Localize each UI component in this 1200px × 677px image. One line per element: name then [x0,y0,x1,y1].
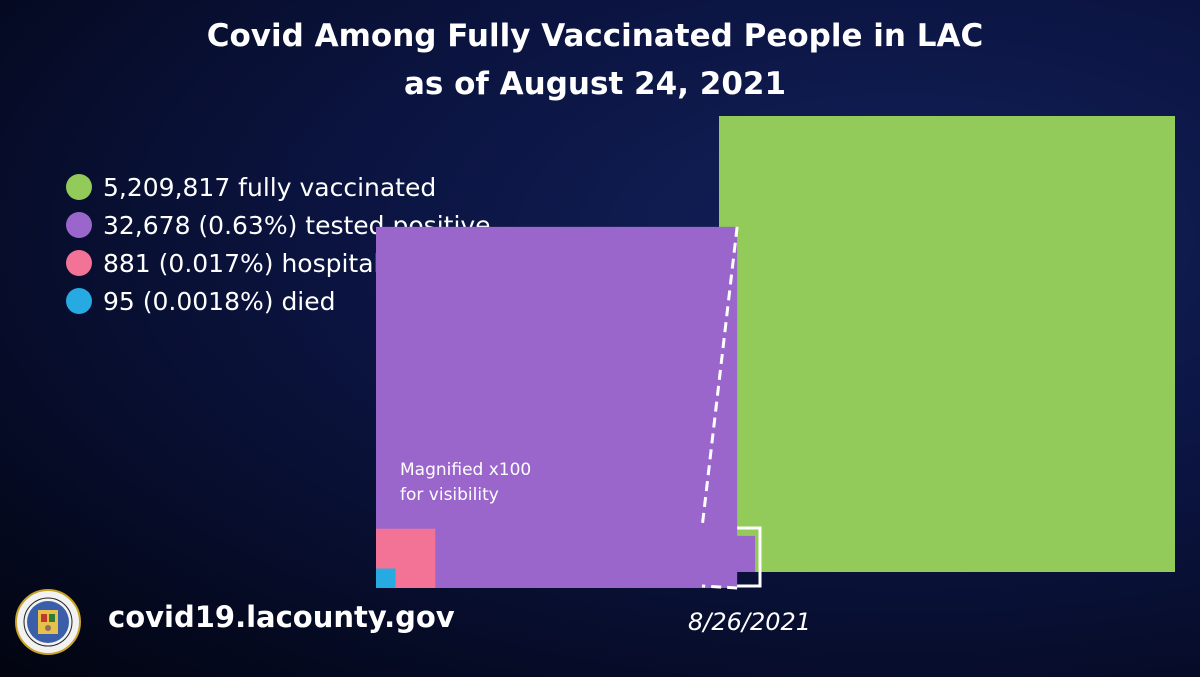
footer-date: 8/26/2021 [688,608,812,636]
title-line-1: Covid Among Fully Vaccinated People in L… [206,18,984,54]
legend-label-died: 95 (0.0018%) died [103,286,336,316]
chart-title: Covid Among Fully Vaccinated People in L… [0,12,1190,108]
square-tested-positive-magnified [376,226,738,588]
connector-line-top [700,226,739,529]
legend-label-vaccinated: 5,209,817 fully vaccinated [103,172,437,202]
connector-line-bottom [701,584,738,590]
county-seal-icon [15,589,81,655]
legend-dot-hospitalized [66,250,92,276]
square-died-magnified [376,568,396,588]
legend-item-died: 95 (0.0018%) died [66,282,491,320]
legend-item-vaccinated: 5,209,817 fully vaccinated [66,168,491,206]
square-fully-vaccinated [719,116,1175,572]
legend-dot-vaccinated [66,174,92,200]
title-line-2: as of August 24, 2021 [403,66,787,102]
legend-dot-died [66,288,92,314]
legend-dot-positive [66,212,92,238]
footer-url: covid19.lacounty.gov [108,600,455,634]
magnify-label: Magnified x100 for visibility [400,460,532,505]
